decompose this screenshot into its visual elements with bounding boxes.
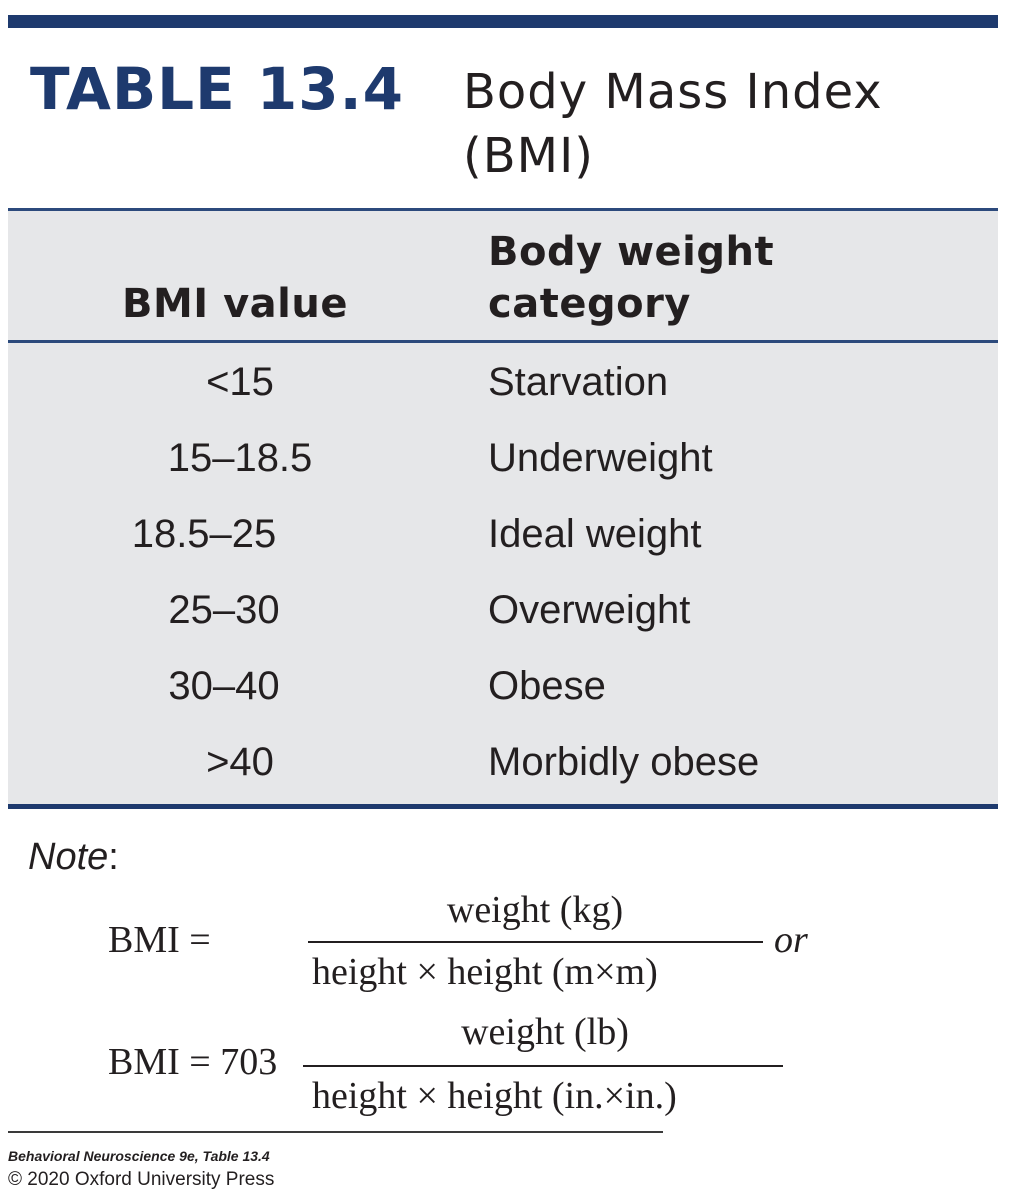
note-label-text: Note <box>28 836 109 878</box>
table-cell-bmi-value: 30–40 <box>168 664 280 708</box>
column-header-bmi-value: BMI value <box>122 281 348 327</box>
formula-imperial-fraction-bar <box>303 1065 783 1067</box>
table-cell-bmi-value: 15–18.5 <box>167 436 313 480</box>
table-cell-bmi-value: >40 <box>206 740 274 784</box>
table-cell-category: Starvation <box>488 360 669 404</box>
table-cell-bmi-value: 25–30 <box>168 588 280 632</box>
table-cell-bmi-value: <15 <box>206 360 274 404</box>
formula-metric-fraction-bar <box>308 941 763 943</box>
table-cell-category: Obese <box>488 664 606 708</box>
table-cell-category: Overweight <box>488 588 691 632</box>
formula-connector-or: or <box>774 919 808 961</box>
table-cell-category: Morbidly obese <box>488 740 760 784</box>
title-divider <box>8 208 998 211</box>
note-label: Note: <box>28 836 119 879</box>
top-accent-bar <box>8 15 998 28</box>
formula-metric-lhs: BMI = <box>108 919 211 961</box>
table-cell-category: Ideal weight <box>488 512 702 556</box>
header-divider <box>8 340 998 343</box>
formula-imperial-lhs: BMI = 703 <box>108 1041 278 1083</box>
credit-divider <box>8 1131 663 1133</box>
column-header-body-weight-category: Body weight category <box>488 229 775 327</box>
source-credit: Behavioral Neuroscience 9e, Table 13.4 <box>8 1148 270 1164</box>
formula-metric-numerator: weight (kg) <box>446 889 624 931</box>
copyright-notice: © 2020 Oxford University Press <box>8 1169 275 1190</box>
formula-imperial-denominator: height × height (in.×in.) <box>312 1075 677 1117</box>
table-cell-bmi-value: 18.5–25 <box>131 512 277 556</box>
table-title: Body Mass Index (BMI) <box>463 64 883 184</box>
formula-metric-denominator: height × height (m×m) <box>312 951 658 993</box>
note-label-colon: : <box>108 836 119 878</box>
table-bottom-rule <box>8 804 998 809</box>
table-cell-category: Underweight <box>488 436 713 480</box>
table-number: TABLE 13.4 <box>30 55 405 123</box>
formula-imperial-numerator: weight (lb) <box>461 1011 629 1053</box>
table-panel <box>8 211 998 806</box>
